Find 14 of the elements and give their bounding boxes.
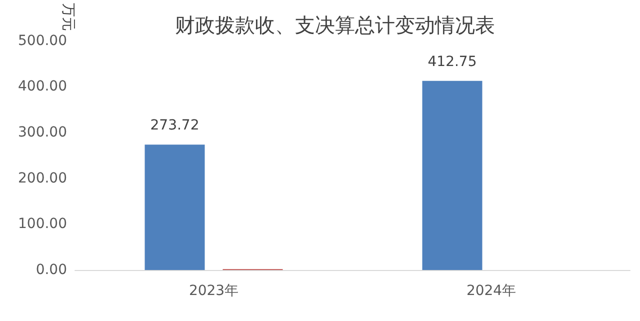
chart-title: 财政拨款收、支决算总计变动情况表 xyxy=(175,13,495,37)
y-axis-title: 万元 xyxy=(60,3,76,31)
y-tick-label: 400.00 xyxy=(18,78,67,95)
bar xyxy=(422,80,482,270)
data-label: 273.72 xyxy=(150,118,200,134)
y-tick-label: 200.00 xyxy=(18,170,67,186)
x-tick-label: 2024年 xyxy=(466,283,516,299)
bar xyxy=(144,144,205,270)
y-tick-label: 300.00 xyxy=(18,124,67,141)
data-label: 412.75 xyxy=(428,54,477,70)
y-tick-label: 100.00 xyxy=(18,216,67,232)
y-tick-label: 500.00 xyxy=(18,32,67,49)
y-tick-label: 0.00 xyxy=(36,262,67,278)
x-tick-label: 2023年 xyxy=(188,283,239,299)
